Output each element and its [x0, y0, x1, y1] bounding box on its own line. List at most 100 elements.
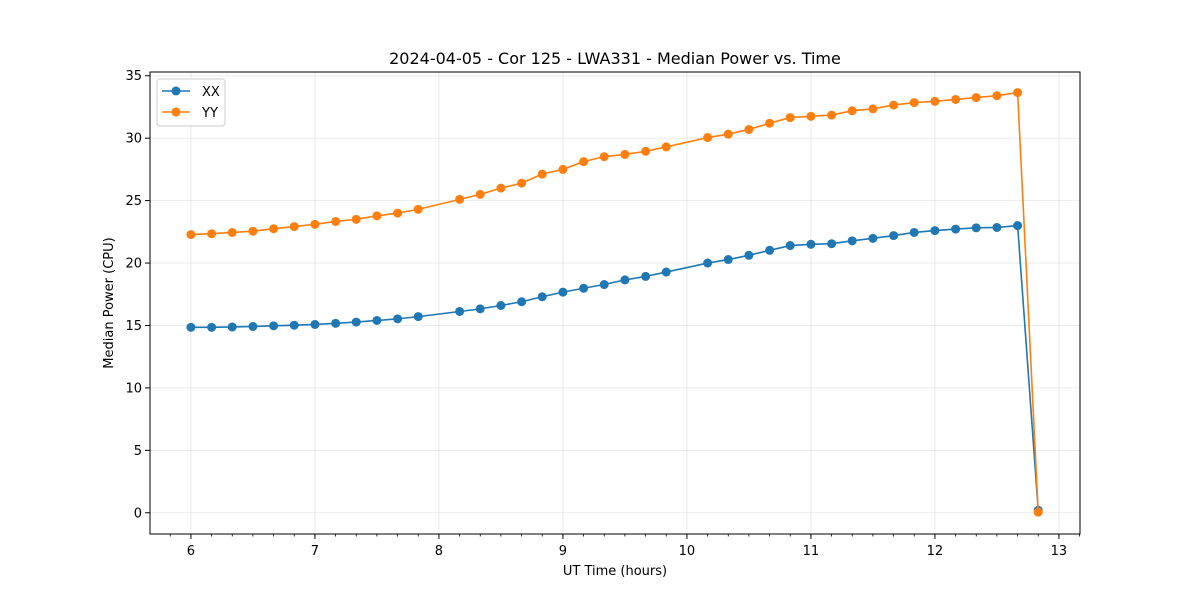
y-tick-label: 5 [134, 444, 142, 459]
chart-title: 2024-04-05 - Cor 125 - LWA331 - Median P… [389, 49, 841, 68]
data-point-xx [393, 314, 403, 324]
series [186, 88, 1043, 517]
axes-frame [149, 71, 1081, 535]
legend-label-xx: XX [202, 85, 220, 100]
x-tick-label: 6 [187, 544, 195, 559]
x-axis-label: UT Time (hours) [563, 564, 667, 579]
legend-marker-yy [171, 107, 181, 117]
x-tick-label: 7 [311, 544, 319, 559]
legend: XX YY [156, 78, 226, 127]
data-point-yy [930, 96, 940, 106]
data-point-xx [207, 322, 217, 332]
data-point-xx [992, 222, 1002, 232]
data-point-yy [847, 106, 857, 116]
data-point-xx [455, 306, 465, 316]
data-point-yy [227, 227, 237, 237]
data-point-xx [496, 301, 506, 310]
data-point-xx [537, 292, 547, 302]
data-point-yy [806, 111, 816, 121]
data-point-xx [661, 267, 671, 277]
data-point-yy [723, 129, 733, 139]
data-point-yy [765, 118, 775, 128]
data-point-xx [889, 231, 899, 241]
data-point-xx [806, 239, 816, 249]
data-point-xx [847, 236, 857, 246]
data-point-yy [579, 157, 589, 167]
ticks: 6 7 8 9 10 11 12 13 0 5 10 15 20 25 30 35 [125, 69, 1080, 559]
data-point-xx [599, 280, 609, 290]
data-point-yy [413, 204, 423, 214]
y-tick-label: 0 [134, 506, 142, 521]
legend-label-yy: YY [201, 106, 218, 121]
data-point-yy [517, 178, 527, 188]
data-point-yy [889, 100, 899, 110]
data-point-xx [579, 283, 589, 293]
data-point-yy [827, 110, 837, 120]
grid [150, 72, 1080, 534]
data-point-xx [289, 320, 299, 330]
data-point-yy [372, 211, 382, 221]
y-tick-label: 35 [125, 69, 142, 84]
data-point-xx [971, 223, 981, 233]
data-point-xx [909, 227, 919, 237]
data-point-yy [951, 94, 961, 104]
data-point-xx [641, 271, 651, 281]
data-point-yy [661, 142, 671, 152]
series-line-yy [190, 91, 1040, 513]
legend-marker-xx [171, 86, 181, 96]
data-point-xx [310, 319, 320, 329]
data-point-xx [785, 241, 795, 251]
data-point-yy [269, 224, 279, 234]
data-point-yy [537, 169, 547, 179]
data-point-yy [455, 194, 465, 204]
y-tick-label: 15 [125, 319, 142, 334]
data-point-yy [703, 133, 713, 143]
data-point-yy [868, 104, 878, 114]
data-point-yy [971, 93, 981, 103]
data-point-xx [951, 224, 961, 234]
data-point-yy [641, 146, 651, 156]
data-point-yy [289, 222, 299, 232]
data-point-yy [909, 98, 919, 108]
data-point-xx [827, 239, 837, 249]
data-point-yy [1033, 507, 1043, 517]
data-point-xx [475, 304, 485, 314]
data-point-xx [351, 317, 361, 327]
data-point-yy [475, 189, 485, 199]
data-point-xx [372, 315, 382, 325]
x-tick-label: 8 [435, 544, 443, 559]
y-tick-label: 10 [125, 381, 142, 396]
data-point-xx [1013, 221, 1023, 231]
data-point-yy [785, 113, 795, 123]
data-point-yy [351, 214, 361, 224]
data-point-yy [599, 152, 609, 162]
data-point-xx [186, 322, 196, 332]
data-point-xx [868, 233, 878, 243]
data-point-xx [558, 287, 568, 297]
x-tick-label: 11 [803, 544, 820, 559]
data-point-yy [1013, 88, 1023, 98]
data-point-yy [310, 219, 320, 229]
data-point-xx [930, 226, 940, 236]
data-point-yy [744, 124, 754, 134]
data-point-xx [413, 312, 423, 322]
data-point-xx [248, 321, 258, 331]
data-point-xx [227, 322, 237, 332]
data-point-xx [744, 250, 754, 260]
series-line-xx [190, 224, 1040, 511]
data-point-yy [496, 183, 506, 193]
data-point-xx [703, 258, 713, 268]
x-tick-label: 9 [559, 544, 567, 559]
data-point-xx [723, 255, 733, 265]
data-point-yy [620, 149, 630, 159]
data-point-yy [558, 164, 568, 174]
y-tick-label: 20 [125, 257, 142, 272]
data-point-yy [992, 91, 1002, 101]
x-tick-label: 13 [1051, 544, 1068, 559]
x-tick-label: 12 [927, 544, 944, 559]
data-point-yy [393, 208, 403, 218]
data-point-xx [331, 318, 341, 328]
data-point-xx [620, 275, 630, 285]
